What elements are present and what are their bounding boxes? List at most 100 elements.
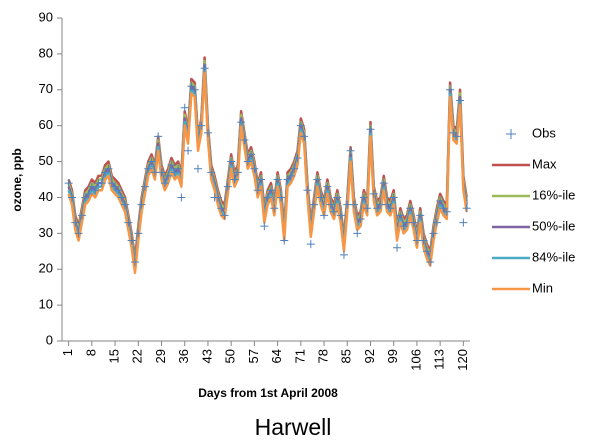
obs-marker bbox=[349, 200, 358, 209]
obs-marker bbox=[124, 218, 133, 227]
obs-marker bbox=[303, 186, 312, 195]
y-tick-label: 70 bbox=[39, 81, 53, 96]
obs-marker bbox=[157, 168, 166, 177]
obs-marker bbox=[366, 125, 375, 134]
obs-marker bbox=[180, 103, 189, 112]
obs-marker bbox=[442, 207, 451, 216]
obs-marker bbox=[253, 186, 262, 195]
x-tick-label: 92 bbox=[362, 349, 377, 363]
x-tick-label: 43 bbox=[199, 349, 214, 363]
legend-label: Obs bbox=[532, 125, 556, 140]
obs-marker bbox=[130, 258, 139, 267]
obs-marker bbox=[77, 211, 86, 220]
obs-marker bbox=[154, 132, 163, 141]
obs-marker bbox=[266, 186, 275, 195]
obs-marker bbox=[276, 193, 285, 202]
obs-marker bbox=[74, 229, 83, 238]
obs-marker bbox=[432, 218, 441, 227]
obs-marker bbox=[346, 146, 355, 155]
obs-marker bbox=[459, 218, 468, 227]
y-tick-label: 0 bbox=[46, 332, 53, 347]
obs-marker bbox=[170, 168, 179, 177]
y-tick-label: 90 bbox=[39, 9, 53, 24]
obs-marker bbox=[452, 132, 461, 141]
obs-marker bbox=[97, 179, 106, 188]
obs-marker bbox=[187, 82, 196, 91]
obs-marker bbox=[81, 193, 90, 202]
obs-marker bbox=[117, 193, 126, 202]
obs-marker bbox=[134, 229, 143, 238]
obs-marker bbox=[174, 164, 183, 173]
obs-marker bbox=[326, 200, 335, 209]
obs-marker bbox=[213, 193, 222, 202]
legend-label: 16%-ile bbox=[532, 187, 575, 202]
obs-marker bbox=[409, 218, 418, 227]
legend-label: Max bbox=[532, 156, 557, 171]
obs-marker bbox=[223, 182, 232, 191]
y-tick-label: 50 bbox=[39, 153, 53, 168]
obs-marker bbox=[207, 168, 216, 177]
x-tick-label: 64 bbox=[269, 349, 284, 363]
obs-marker bbox=[296, 121, 305, 130]
obs-marker bbox=[336, 211, 345, 220]
x-tick-label: 99 bbox=[385, 349, 400, 363]
obs-marker bbox=[419, 236, 428, 245]
obs-marker bbox=[313, 175, 322, 184]
y-tick-label: 40 bbox=[39, 189, 53, 204]
obs-marker bbox=[91, 186, 100, 195]
obs-marker bbox=[101, 168, 110, 177]
obs-marker bbox=[359, 193, 368, 202]
x-axis-title: Days from 1st April 2008 bbox=[198, 386, 338, 400]
obs-marker bbox=[379, 179, 388, 188]
obs-marker bbox=[121, 200, 130, 209]
obs-marker bbox=[273, 175, 282, 184]
legend-label: 50%-ile bbox=[532, 218, 575, 233]
x-tick-label: 22 bbox=[130, 349, 145, 363]
obs-marker bbox=[339, 250, 348, 259]
obs-marker bbox=[416, 211, 425, 220]
obs-marker bbox=[363, 204, 372, 213]
series-line bbox=[67, 66, 468, 271]
obs-marker bbox=[67, 193, 76, 202]
obs-marker bbox=[257, 175, 266, 184]
obs-marker bbox=[429, 229, 438, 238]
obs-marker bbox=[356, 214, 365, 223]
caption: Harwell bbox=[255, 414, 332, 440]
obs-marker bbox=[233, 168, 242, 177]
x-tick-label: 113 bbox=[432, 349, 447, 370]
obs-marker bbox=[290, 164, 299, 173]
y-tick-label: 10 bbox=[39, 297, 53, 312]
obs-marker bbox=[167, 161, 176, 170]
obs-marker bbox=[426, 258, 435, 267]
obs-marker bbox=[446, 85, 455, 94]
obs-marker bbox=[127, 236, 136, 245]
obs-marker bbox=[147, 157, 156, 166]
legend-label: 84%-ile bbox=[532, 249, 575, 264]
obs-marker bbox=[316, 193, 325, 202]
obs-marker bbox=[190, 85, 199, 94]
obs-marker bbox=[270, 204, 279, 213]
obs-marker bbox=[220, 211, 229, 220]
obs-marker bbox=[237, 118, 246, 127]
obs-marker bbox=[184, 146, 193, 155]
obs-marker bbox=[247, 150, 256, 159]
obs-marker bbox=[310, 200, 319, 209]
obs-marker bbox=[389, 193, 398, 202]
obs-marker bbox=[197, 121, 206, 130]
obs-marker bbox=[422, 247, 431, 256]
obs-marker bbox=[386, 204, 395, 213]
legend-label: Min bbox=[532, 280, 553, 295]
obs-marker bbox=[293, 153, 302, 162]
obs-marker bbox=[104, 164, 113, 173]
y-tick-label: 60 bbox=[39, 117, 53, 132]
obs-marker bbox=[160, 179, 169, 188]
obs-marker bbox=[456, 96, 465, 105]
obs-marker bbox=[373, 204, 382, 213]
obs-marker bbox=[306, 240, 315, 249]
obs-marker bbox=[320, 211, 329, 220]
obs-marker bbox=[263, 193, 272, 202]
obs-marker bbox=[369, 189, 378, 198]
obs-marker bbox=[227, 157, 236, 166]
obs-marker bbox=[200, 64, 209, 73]
